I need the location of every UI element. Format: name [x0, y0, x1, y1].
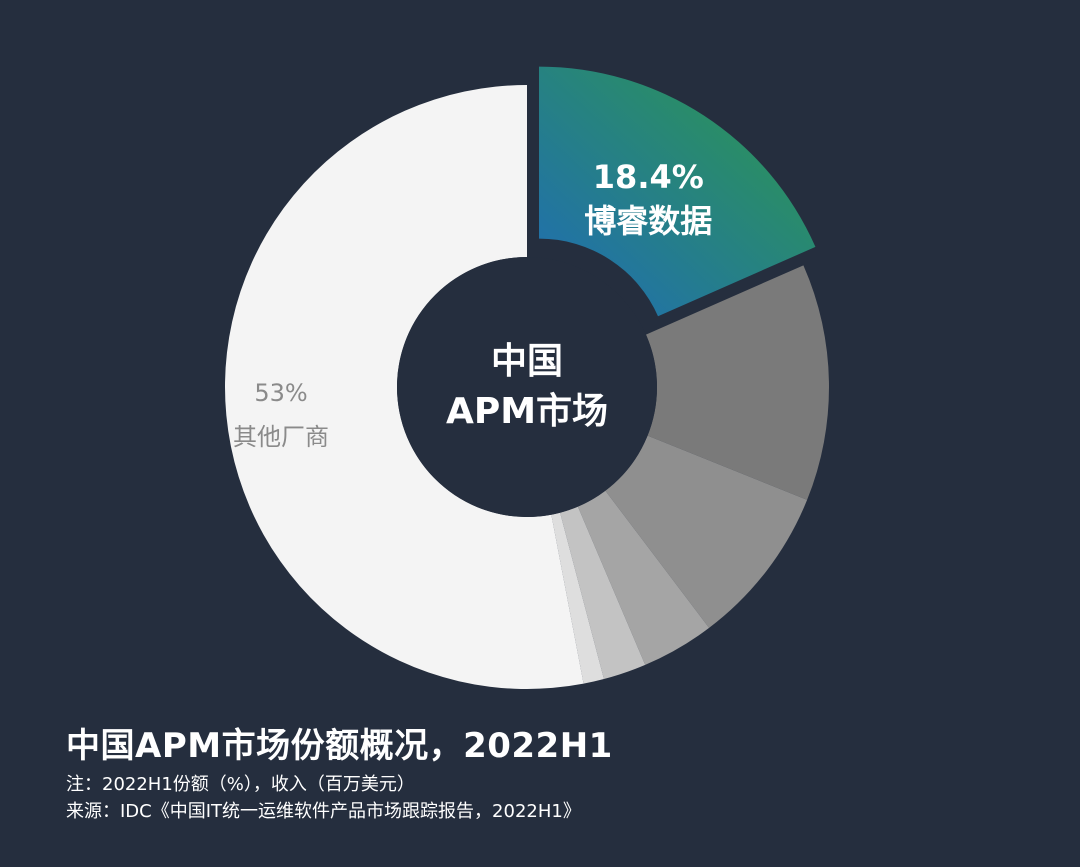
slice-name-label: 博睿数据: [584, 202, 712, 240]
center-label: APM市场: [446, 391, 608, 432]
slice-value-label: 18.4%: [593, 158, 704, 196]
chart-source: 来源：IDC《中国IT统一运维软件产品市场跟踪报告，2022H1》: [66, 801, 581, 822]
slice-4: [560, 506, 646, 680]
chart-title: 中国APM市场份额概况，2022H1: [66, 726, 613, 766]
slice-5: [551, 512, 604, 684]
slice-6: [224, 85, 584, 690]
slice-2: [605, 435, 808, 628]
donut-hole: [397, 257, 657, 517]
slice-value-label: 53%: [254, 379, 307, 407]
center-label: 中国: [491, 341, 563, 382]
slice-1: [645, 265, 829, 500]
chart-note: 注：2022H1份额（%），收入（百万美元）: [66, 774, 415, 795]
slice-name-label: 其他厂商: [233, 423, 329, 451]
slice-3: [577, 490, 710, 665]
slice-0: [539, 66, 816, 317]
